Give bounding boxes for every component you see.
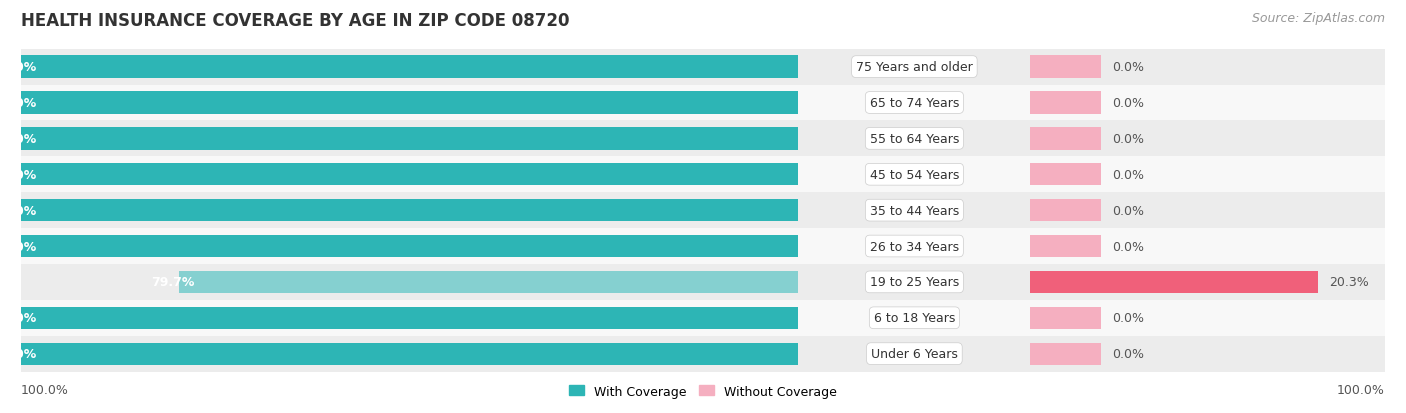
Bar xyxy=(1031,92,1101,114)
Text: 75 Years and older: 75 Years and older xyxy=(856,61,973,74)
Bar xyxy=(799,193,1031,228)
Bar xyxy=(1031,193,1385,228)
Bar xyxy=(1031,164,1101,186)
Bar xyxy=(21,128,799,150)
Bar xyxy=(21,56,799,78)
Bar xyxy=(1031,300,1385,336)
Bar xyxy=(1031,307,1101,329)
Text: 0.0%: 0.0% xyxy=(1112,169,1144,181)
Bar xyxy=(21,121,799,157)
Bar xyxy=(21,193,799,228)
Text: 0.0%: 0.0% xyxy=(1112,347,1144,360)
Bar xyxy=(21,235,799,258)
Bar xyxy=(1031,271,1101,293)
Text: 100.0%: 100.0% xyxy=(0,347,37,360)
Text: 55 to 64 Years: 55 to 64 Years xyxy=(870,133,959,145)
Bar xyxy=(799,157,1031,193)
Text: 100.0%: 100.0% xyxy=(21,384,69,396)
Bar xyxy=(21,228,799,264)
Bar xyxy=(21,157,799,193)
Text: 65 to 74 Years: 65 to 74 Years xyxy=(870,97,959,110)
Text: 100.0%: 100.0% xyxy=(0,169,37,181)
Bar xyxy=(1031,235,1101,258)
Bar xyxy=(21,307,799,329)
Text: 35 to 44 Years: 35 to 44 Years xyxy=(870,204,959,217)
Text: 100.0%: 100.0% xyxy=(0,204,37,217)
Bar xyxy=(1031,264,1385,300)
Bar xyxy=(21,343,799,365)
Text: 0.0%: 0.0% xyxy=(1112,97,1144,110)
Bar xyxy=(179,271,799,293)
Bar xyxy=(21,85,799,121)
Bar xyxy=(1031,85,1385,121)
Bar xyxy=(1031,128,1101,150)
Bar xyxy=(799,300,1031,336)
Bar xyxy=(799,228,1031,264)
Bar xyxy=(1031,199,1101,222)
Bar xyxy=(21,92,799,114)
Text: 100.0%: 100.0% xyxy=(0,311,37,325)
Text: 26 to 34 Years: 26 to 34 Years xyxy=(870,240,959,253)
Text: Under 6 Years: Under 6 Years xyxy=(870,347,957,360)
Bar xyxy=(21,199,799,222)
Text: 0.0%: 0.0% xyxy=(1112,240,1144,253)
Text: 20.3%: 20.3% xyxy=(1330,276,1369,289)
Bar xyxy=(21,336,799,372)
Text: 100.0%: 100.0% xyxy=(0,240,37,253)
Bar xyxy=(799,121,1031,157)
Bar xyxy=(21,300,799,336)
Text: 100.0%: 100.0% xyxy=(0,133,37,145)
Bar xyxy=(1031,50,1385,85)
Text: 6 to 18 Years: 6 to 18 Years xyxy=(873,311,955,325)
Text: Source: ZipAtlas.com: Source: ZipAtlas.com xyxy=(1251,12,1385,25)
Bar xyxy=(799,50,1031,85)
Text: 100.0%: 100.0% xyxy=(1337,384,1385,396)
Text: 0.0%: 0.0% xyxy=(1112,311,1144,325)
Bar xyxy=(799,85,1031,121)
Text: 45 to 54 Years: 45 to 54 Years xyxy=(870,169,959,181)
Bar xyxy=(1031,56,1101,78)
Bar xyxy=(799,264,1031,300)
Text: 100.0%: 100.0% xyxy=(0,97,37,110)
Bar xyxy=(1031,228,1385,264)
Bar xyxy=(1031,157,1385,193)
Bar xyxy=(799,336,1031,372)
Bar xyxy=(1031,343,1101,365)
Bar xyxy=(21,50,799,85)
Text: 100.0%: 100.0% xyxy=(0,61,37,74)
Bar xyxy=(1031,121,1385,157)
Text: 0.0%: 0.0% xyxy=(1112,204,1144,217)
Bar xyxy=(21,164,799,186)
Text: HEALTH INSURANCE COVERAGE BY AGE IN ZIP CODE 08720: HEALTH INSURANCE COVERAGE BY AGE IN ZIP … xyxy=(21,12,569,30)
Text: 0.0%: 0.0% xyxy=(1112,61,1144,74)
Text: 0.0%: 0.0% xyxy=(1112,133,1144,145)
Text: 19 to 25 Years: 19 to 25 Years xyxy=(870,276,959,289)
Legend: With Coverage, Without Coverage: With Coverage, Without Coverage xyxy=(564,380,842,403)
Bar xyxy=(1031,336,1385,372)
Bar xyxy=(21,264,799,300)
Text: 79.7%: 79.7% xyxy=(150,276,194,289)
Bar xyxy=(1031,271,1319,293)
